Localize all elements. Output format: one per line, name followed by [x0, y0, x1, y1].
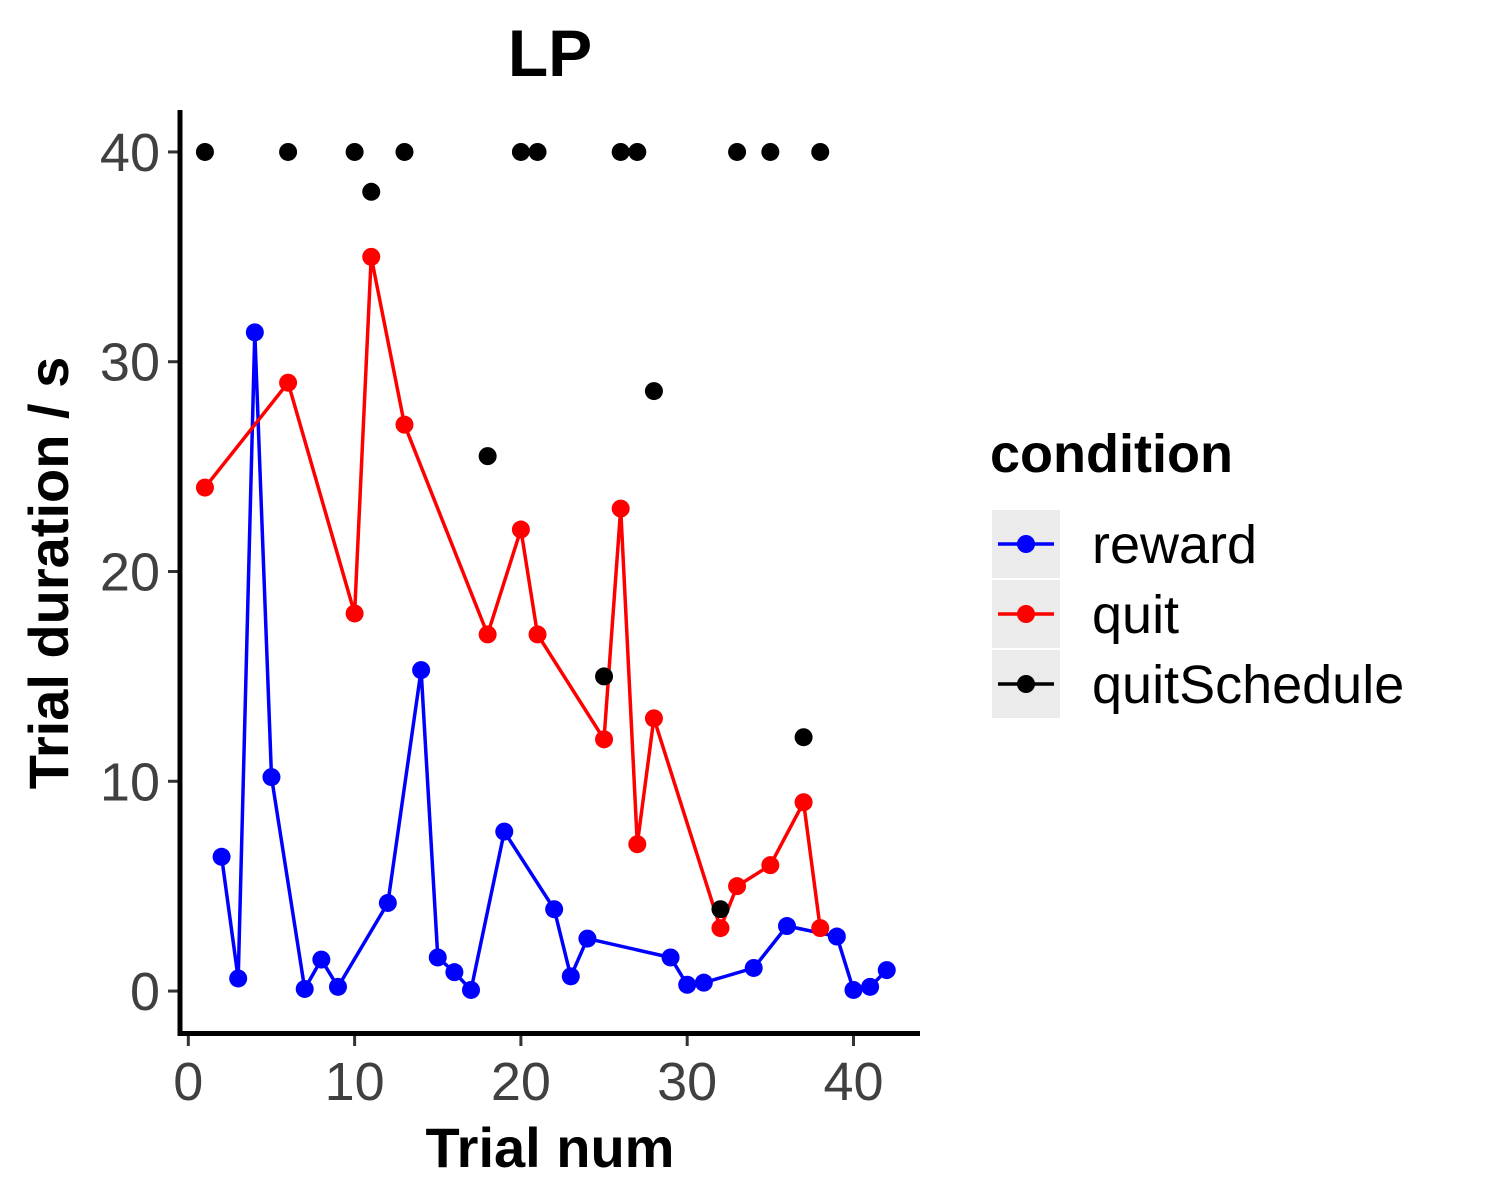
- x-axis-ticks: 0 10 20 30 40: [173, 1036, 884, 1112]
- y-tick-label: 10: [100, 752, 160, 812]
- x-tick-label: 20: [491, 1052, 551, 1112]
- legend-title: condition: [990, 424, 1233, 484]
- legend-key-point: [1017, 605, 1035, 623]
- data-point-reward: [877, 961, 896, 980]
- x-tick-label: 10: [325, 1052, 385, 1112]
- data-point-reward: [661, 948, 680, 967]
- data-point-quit: [644, 709, 663, 728]
- data-point-quitSchedule: [279, 142, 298, 161]
- data-point-quitSchedule: [728, 142, 747, 161]
- data-point-reward: [777, 917, 796, 936]
- series-lines: [203, 255, 888, 992]
- data-point-quitSchedule: [611, 142, 630, 161]
- series-line-quit: [203, 255, 822, 930]
- data-point-reward: [578, 929, 597, 948]
- data-point-quitSchedule: [711, 900, 730, 919]
- series-points: [195, 142, 896, 999]
- data-point-reward: [428, 948, 447, 967]
- data-point-quitSchedule: [811, 142, 830, 161]
- data-point-reward: [245, 323, 264, 342]
- data-point-quitSchedule: [195, 142, 214, 161]
- data-point-reward: [378, 893, 397, 912]
- data-point-quitSchedule: [644, 382, 663, 401]
- data-point-quitSchedule: [511, 142, 530, 161]
- data-point-reward: [495, 822, 514, 841]
- data-point-quit: [279, 373, 298, 392]
- data-point-quitSchedule: [345, 142, 364, 161]
- data-point-quit: [728, 877, 747, 896]
- data-point-reward: [827, 927, 846, 946]
- data-point-quit: [345, 604, 364, 623]
- data-point-quit: [611, 499, 630, 518]
- x-axis-title: Trial num: [426, 1116, 675, 1179]
- y-axis-title: Trial duration / s: [17, 357, 80, 790]
- data-point-reward: [212, 847, 231, 866]
- y-tick-label: 40: [100, 123, 160, 183]
- data-point-quit: [811, 919, 830, 938]
- data-point-quit: [628, 835, 647, 854]
- legend-label-quitSchedule: quitSchedule: [1092, 655, 1404, 715]
- y-tick-label: 0: [130, 962, 160, 1022]
- data-point-quitSchedule: [628, 142, 647, 161]
- legend-label-quit: quit: [1092, 585, 1179, 645]
- data-point-reward: [229, 969, 248, 988]
- data-point-quitSchedule: [595, 667, 614, 686]
- data-point-reward: [262, 768, 281, 787]
- legend-key-point: [1017, 675, 1035, 693]
- data-point-reward: [295, 979, 314, 998]
- data-point-quit: [711, 919, 730, 938]
- data-point-quitSchedule: [528, 142, 547, 161]
- legend-keys: reward quit quitSchedule: [992, 510, 1404, 718]
- data-point-quit: [362, 247, 381, 266]
- data-point-reward: [462, 980, 481, 999]
- x-tick-label: 0: [173, 1052, 203, 1112]
- data-point-reward: [861, 977, 880, 996]
- y-tick-label: 30: [100, 333, 160, 393]
- data-point-reward: [678, 975, 697, 994]
- data-point-reward: [312, 950, 331, 969]
- legend-key-point: [1017, 535, 1035, 553]
- data-point-quit: [511, 520, 530, 539]
- data-point-reward: [445, 963, 464, 982]
- x-tick-label: 30: [657, 1052, 717, 1112]
- data-point-quit: [528, 625, 547, 644]
- data-point-quit: [395, 415, 414, 434]
- data-point-quit: [761, 856, 780, 875]
- legend-label-reward: reward: [1092, 515, 1257, 575]
- legend: condition reward quit quitSchedule: [990, 424, 1404, 718]
- data-point-quit: [595, 730, 614, 749]
- data-point-reward: [328, 977, 347, 996]
- x-tick-label: 40: [823, 1052, 883, 1112]
- data-point-quitSchedule: [478, 447, 497, 466]
- data-point-reward: [561, 967, 580, 986]
- chart-title: LP: [508, 16, 592, 90]
- data-point-quitSchedule: [761, 142, 780, 161]
- data-point-reward: [844, 980, 863, 999]
- data-point-quitSchedule: [395, 142, 414, 161]
- data-point-quit: [195, 478, 214, 497]
- data-point-reward: [744, 958, 763, 977]
- data-point-reward: [545, 900, 564, 919]
- y-tick-label: 20: [100, 543, 160, 603]
- data-point-reward: [412, 661, 431, 680]
- data-point-quit: [478, 625, 497, 644]
- y-axis-ticks: 0 10 20 30 40: [100, 123, 180, 1022]
- data-point-quitSchedule: [794, 728, 813, 747]
- data-point-quit: [794, 793, 813, 812]
- data-point-quitSchedule: [362, 182, 381, 201]
- data-point-reward: [694, 973, 713, 992]
